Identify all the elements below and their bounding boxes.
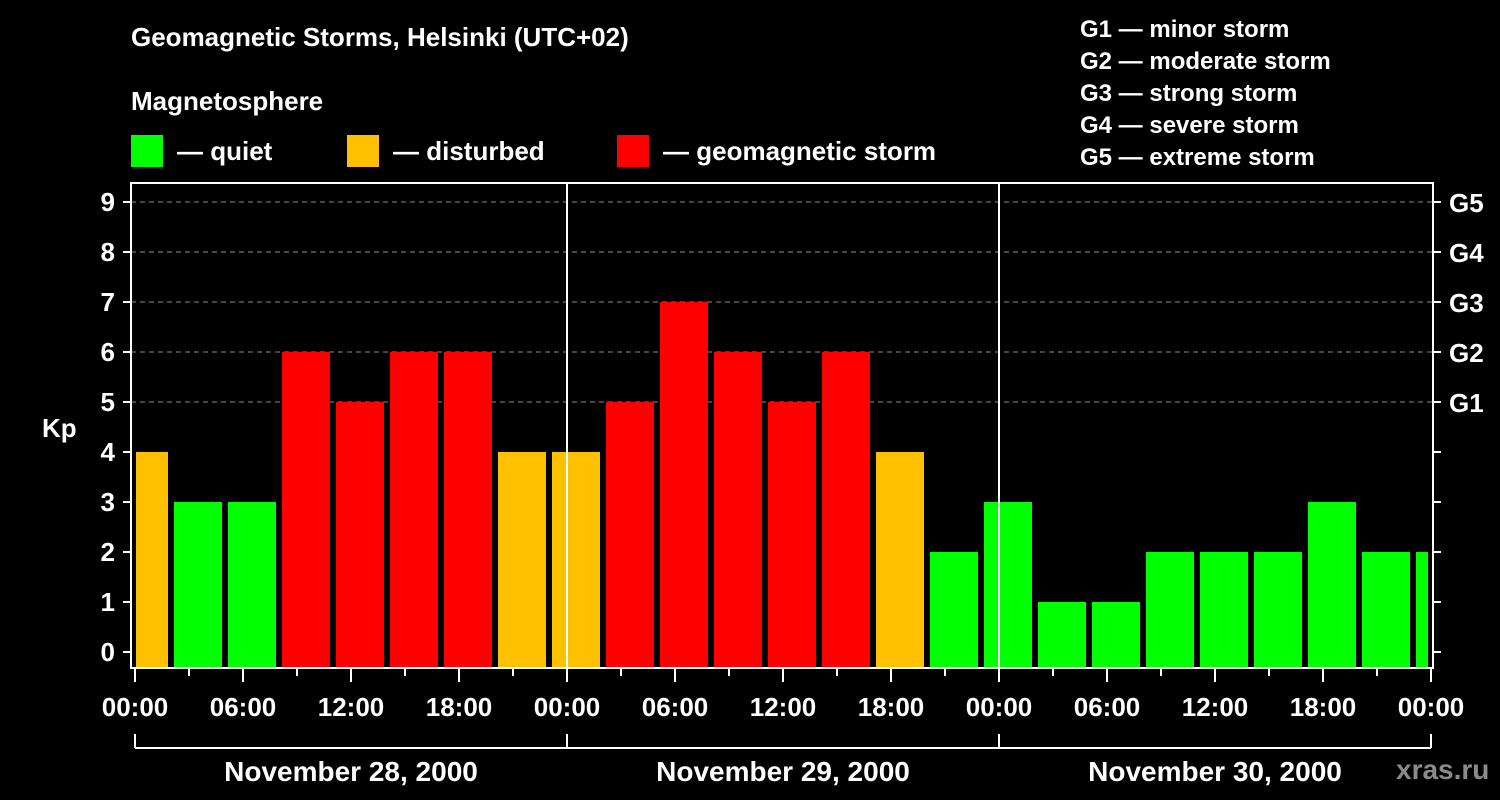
day-label: November 30, 2000 [1088, 756, 1342, 787]
day-label: November 29, 2000 [656, 756, 910, 787]
y-tick-label: 2 [101, 537, 115, 567]
legend-label-storm: — geomagnetic storm [663, 135, 937, 166]
y-tick-label: 1 [101, 587, 115, 617]
x-tick-label: 00:00 [534, 692, 601, 722]
storm-scale-g5: G5 — extreme storm [1080, 144, 1315, 171]
axis-labels: 0 1 2 3 4 5 6 7 8 9 G1 G2 G3 G4 G5 Kp 00:00 06:00 12:00 18:… [42, 187, 1484, 787]
y-tick-label: 8 [101, 237, 115, 267]
axes [123, 182, 1441, 749]
kp-bar [714, 352, 762, 668]
y-tick-label: 3 [101, 487, 115, 517]
legend-title: Magnetosphere [131, 86, 324, 116]
g-level-label: G4 [1449, 238, 1484, 268]
legend-item-disturbed: — disturbed [347, 134, 545, 168]
x-tick-label: 00:00 [1398, 692, 1465, 722]
x-tick-label: 18:00 [426, 692, 493, 722]
y-tick-label: 6 [101, 337, 115, 367]
x-tick-label: 18:00 [1290, 692, 1357, 722]
storm-scale-g2: G2 — moderate storm [1080, 48, 1331, 75]
legend-item-storm: — geomagnetic storm [617, 134, 936, 168]
disturbed-swatch-icon [347, 135, 379, 167]
g-level-label: G1 [1449, 388, 1484, 418]
chart-title: Geomagnetic Storms, Helsinki (UTC+02) [131, 22, 629, 52]
kp-bar [390, 352, 438, 668]
legend-item-quiet: — quiet [131, 134, 272, 168]
x-tick-label: 12:00 [1182, 692, 1249, 722]
kp-bar [660, 302, 708, 668]
bars [136, 302, 1428, 668]
kp-bar [1308, 502, 1356, 668]
x-tick-label: 06:00 [1074, 692, 1141, 722]
x-tick-label: 00:00 [102, 692, 169, 722]
kp-bar [228, 502, 276, 668]
kp-bar [1038, 602, 1086, 668]
quiet-swatch-icon [131, 135, 163, 167]
x-tick-label: 06:00 [210, 692, 277, 722]
legend-label-quiet: — quiet [177, 135, 273, 166]
x-tick-label: 12:00 [750, 692, 817, 722]
x-tick-label: 18:00 [858, 692, 925, 722]
kp-bar [336, 402, 384, 668]
day-label: November 28, 2000 [224, 756, 478, 787]
kp-bar [1254, 552, 1302, 668]
kp-bar [1362, 552, 1410, 668]
y-tick-label: 0 [101, 637, 115, 667]
kp-bar [136, 452, 168, 668]
kp-bar [1416, 552, 1428, 668]
kp-bar [552, 452, 600, 668]
storm-scale-legend: G1 — minor storm G2 — moderate storm G3 … [1080, 14, 1331, 174]
kp-bar [174, 502, 222, 668]
storm-scale-g1: G1 — minor storm [1080, 16, 1290, 43]
g-level-label: G2 [1449, 338, 1484, 368]
kp-bar [768, 402, 816, 668]
kp-bar [498, 452, 546, 668]
x-tick-label: 00:00 [966, 692, 1033, 722]
y-tick-label: 9 [101, 187, 115, 217]
kp-bar [930, 552, 978, 668]
kp-bar [444, 352, 492, 668]
storm-swatch-icon [617, 135, 649, 167]
storm-scale-g3: G3 — strong storm [1080, 80, 1298, 107]
kp-bar [822, 352, 870, 668]
g-level-label: G5 [1449, 188, 1484, 218]
x-tick-label: 06:00 [642, 692, 709, 722]
x-tick-label: 12:00 [318, 692, 385, 722]
kp-bar [876, 452, 924, 668]
y-axis-label: Kp [42, 413, 77, 443]
g-level-label: G3 [1449, 288, 1484, 318]
y-tick-label: 5 [101, 387, 115, 417]
storm-scale-g4: G4 — severe storm [1080, 112, 1299, 139]
kp-bar [606, 402, 654, 668]
y-tick-label: 7 [101, 287, 115, 317]
y-tick-label: 4 [101, 437, 116, 467]
legend-label-disturbed: — disturbed [393, 135, 545, 166]
kp-bar [1146, 552, 1194, 668]
kp-bar [1200, 552, 1248, 668]
watermark: xras.ru [1396, 754, 1490, 785]
kp-bar [984, 502, 1032, 668]
kp-bar [282, 352, 330, 668]
kp-bar [1092, 602, 1140, 668]
